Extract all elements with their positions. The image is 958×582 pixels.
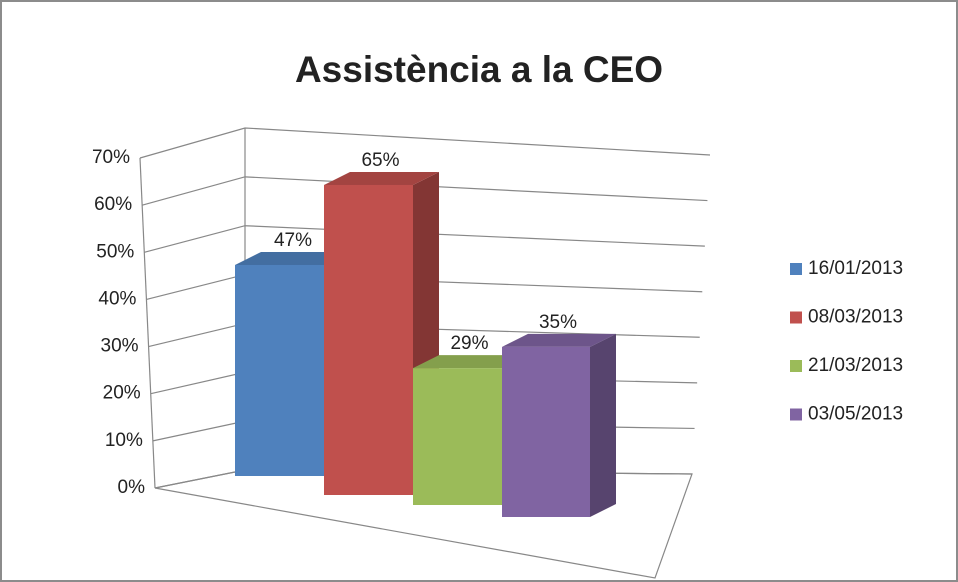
- data-label: 35%: [539, 312, 577, 333]
- y-tick-label: 50%: [96, 241, 134, 262]
- legend-label: 08/03/2013: [808, 307, 903, 328]
- data-label: 29%: [450, 333, 488, 354]
- bar-side: [590, 333, 616, 517]
- legend-swatch: [790, 263, 802, 275]
- bar-top: [502, 333, 616, 347]
- legend-swatch: [790, 408, 802, 421]
- bar: [324, 184, 413, 495]
- y-tick-label: 0%: [118, 477, 146, 498]
- bar: [235, 264, 327, 476]
- bar: [502, 346, 590, 517]
- legend-swatch: [790, 311, 802, 324]
- y-tick-label: 20%: [103, 383, 141, 404]
- y-axis: [139, 157, 156, 489]
- data-label: 65%: [361, 150, 399, 171]
- legend-label: 21/03/2013: [808, 355, 903, 376]
- y-tick-label: 60%: [94, 194, 132, 215]
- y-tick-label: 70%: [92, 147, 130, 168]
- bar-top: [413, 355, 528, 369]
- legend-swatch: [790, 360, 802, 372]
- chart-title: Assistència a la CEO: [295, 49, 663, 90]
- bar-top: [235, 251, 353, 265]
- bar-top: [324, 171, 439, 185]
- y-tick-label: 30%: [101, 336, 139, 357]
- legend-label: 16/01/2013: [808, 258, 903, 279]
- y-tick-label: 40%: [98, 288, 136, 309]
- legend-label: 03/05/2013: [808, 404, 903, 425]
- y-tick-label: 10%: [105, 430, 143, 451]
- data-label: 47%: [274, 230, 312, 251]
- bar: [413, 368, 502, 505]
